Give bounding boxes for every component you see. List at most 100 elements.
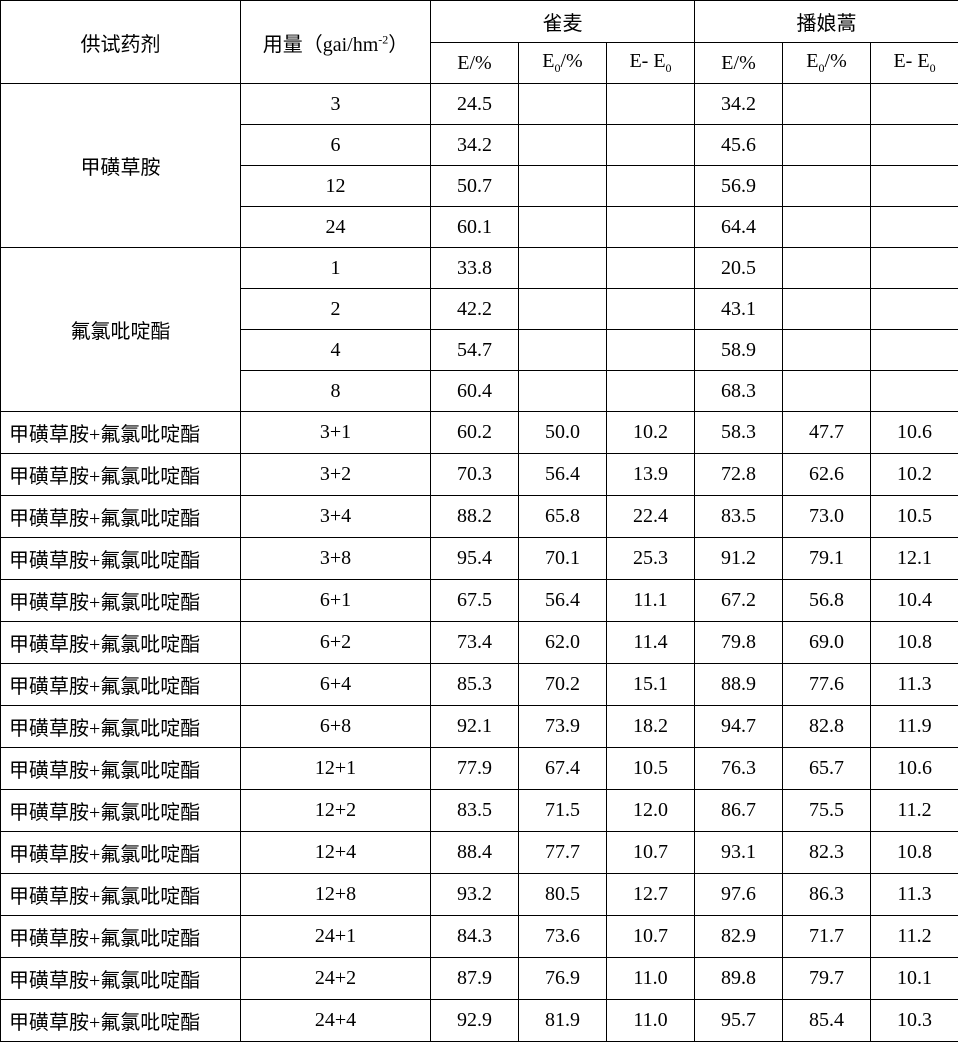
table-row: 甲磺草胺+氟氯吡啶酯12+283.571.512.086.775.511.2 xyxy=(1,790,958,832)
cell: 62.0 xyxy=(519,622,607,664)
cell: 8 xyxy=(241,371,431,412)
cell: 3+1 xyxy=(241,412,431,454)
cell: 68.3 xyxy=(695,371,783,412)
cell: 10.2 xyxy=(871,454,958,496)
cell: 11.4 xyxy=(607,622,695,664)
cell: 10.3 xyxy=(871,1000,958,1042)
cell: 88.9 xyxy=(695,664,783,706)
cell: 93.2 xyxy=(431,874,519,916)
table-row: 甲磺草胺+氟氯吡啶酯24+287.976.911.089.879.710.1 xyxy=(1,958,958,1000)
cell: 93.1 xyxy=(695,832,783,874)
agent-name: 甲磺草胺+氟氯吡啶酯 xyxy=(1,622,241,664)
cell: 3+8 xyxy=(241,538,431,580)
cell: 6+4 xyxy=(241,664,431,706)
table-row: 甲磺草胺+氟氯吡啶酯24+184.373.610.782.971.711.2 xyxy=(1,916,958,958)
cell: 13.9 xyxy=(607,454,695,496)
cell: 79.7 xyxy=(783,958,871,1000)
cell: 18.2 xyxy=(607,706,695,748)
efficacy-table: 供试药剂 用量（gai/hm-2） 雀麦 播娘蒿 E/% E0/% E- E0 … xyxy=(0,0,958,1042)
cell xyxy=(519,166,607,207)
cell: 10.5 xyxy=(607,748,695,790)
cell: 76.9 xyxy=(519,958,607,1000)
cell: 11.2 xyxy=(871,916,958,958)
cell xyxy=(607,166,695,207)
hdr-agent: 供试药剂 xyxy=(1,1,241,84)
cell: 24+1 xyxy=(241,916,431,958)
agent-name: 甲磺草胺+氟氯吡啶酯 xyxy=(1,412,241,454)
hdr-w2-d: E- E0 xyxy=(871,43,958,84)
cell: 83.5 xyxy=(431,790,519,832)
cell: 34.2 xyxy=(695,84,783,125)
cell: 95.7 xyxy=(695,1000,783,1042)
cell: 70.3 xyxy=(431,454,519,496)
cell: 88.2 xyxy=(431,496,519,538)
cell: 76.3 xyxy=(695,748,783,790)
cell: 6 xyxy=(241,125,431,166)
cell xyxy=(607,289,695,330)
table-row: 甲磺草胺+氟氯吡啶酯12+488.477.710.793.182.310.8 xyxy=(1,832,958,874)
hdr-w2-e0: E0/% xyxy=(783,43,871,84)
cell: 12 xyxy=(241,166,431,207)
cell: 73.9 xyxy=(519,706,607,748)
cell: 12+1 xyxy=(241,748,431,790)
hdr-w1-e0: E0/% xyxy=(519,43,607,84)
cell: 75.5 xyxy=(783,790,871,832)
cell xyxy=(871,248,958,289)
cell: 82.3 xyxy=(783,832,871,874)
cell: 10.2 xyxy=(607,412,695,454)
cell: 20.5 xyxy=(695,248,783,289)
cell: 12.7 xyxy=(607,874,695,916)
table-row: 甲磺草胺+氟氯吡啶酯12+177.967.410.576.365.710.6 xyxy=(1,748,958,790)
cell: 25.3 xyxy=(607,538,695,580)
cell: 12.1 xyxy=(871,538,958,580)
cell: 12+4 xyxy=(241,832,431,874)
cell: 6+2 xyxy=(241,622,431,664)
cell xyxy=(607,248,695,289)
cell: 56.4 xyxy=(519,580,607,622)
cell: 58.3 xyxy=(695,412,783,454)
cell: 11.3 xyxy=(871,664,958,706)
cell: 3 xyxy=(241,84,431,125)
cell xyxy=(519,330,607,371)
cell xyxy=(607,371,695,412)
cell: 77.9 xyxy=(431,748,519,790)
cell: 79.1 xyxy=(783,538,871,580)
table-row: 甲磺草胺+氟氯吡啶酯6+167.556.411.167.256.810.4 xyxy=(1,580,958,622)
cell: 50.7 xyxy=(431,166,519,207)
table-row: 甲磺草胺+氟氯吡啶酯12+893.280.512.797.686.311.3 xyxy=(1,874,958,916)
cell: 54.7 xyxy=(431,330,519,371)
cell: 10.1 xyxy=(871,958,958,1000)
hdr-weed1: 雀麦 xyxy=(431,1,695,43)
cell: 86.3 xyxy=(783,874,871,916)
cell: 85.4 xyxy=(783,1000,871,1042)
table-row: 甲磺草胺+氟氯吡啶酯3+488.265.822.483.573.010.5 xyxy=(1,496,958,538)
cell: 10.6 xyxy=(871,412,958,454)
cell: 34.2 xyxy=(431,125,519,166)
cell: 10.7 xyxy=(607,832,695,874)
cell xyxy=(783,371,871,412)
cell: 11.1 xyxy=(607,580,695,622)
cell: 72.8 xyxy=(695,454,783,496)
hdr-w2-e: E/% xyxy=(695,43,783,84)
agent-name: 甲磺草胺+氟氯吡啶酯 xyxy=(1,454,241,496)
cell: 10.5 xyxy=(871,496,958,538)
table-row: 甲磺草胺+氟氯吡啶酯6+485.370.215.188.977.611.3 xyxy=(1,664,958,706)
cell: 97.6 xyxy=(695,874,783,916)
cell xyxy=(871,166,958,207)
cell xyxy=(519,125,607,166)
cell: 82.9 xyxy=(695,916,783,958)
cell xyxy=(607,84,695,125)
cell: 81.9 xyxy=(519,1000,607,1042)
cell: 2 xyxy=(241,289,431,330)
cell: 11.3 xyxy=(871,874,958,916)
cell: 69.0 xyxy=(783,622,871,664)
cell: 10.7 xyxy=(607,916,695,958)
cell: 10.8 xyxy=(871,622,958,664)
cell: 56.4 xyxy=(519,454,607,496)
cell xyxy=(783,125,871,166)
cell: 65.8 xyxy=(519,496,607,538)
cell: 91.2 xyxy=(695,538,783,580)
agent-name: 氟氯吡啶酯 xyxy=(1,248,241,412)
table-header: 供试药剂 用量（gai/hm-2） 雀麦 播娘蒿 E/% E0/% E- E0 … xyxy=(1,1,958,84)
cell xyxy=(783,248,871,289)
